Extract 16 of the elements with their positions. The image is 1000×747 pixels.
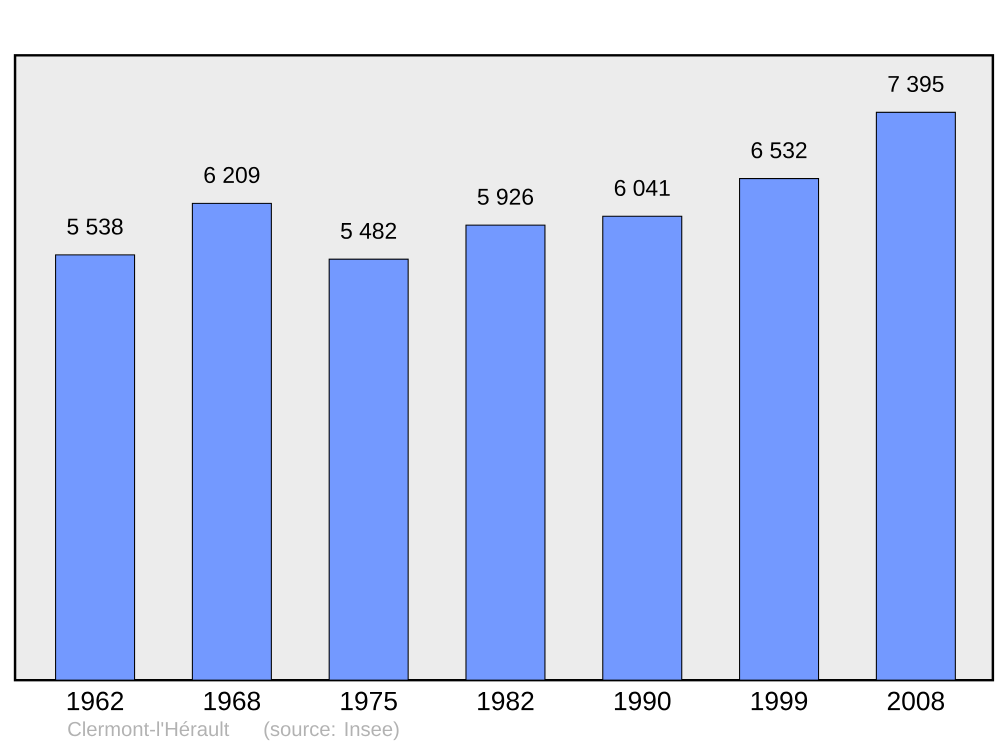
x-tick-label: 1999 [752,692,808,710]
x-tick-label: 2008 [888,692,944,710]
text: (source: Insee) [264,721,399,740]
data-label: 5 482 [341,222,396,239]
data-label: 5 538 [67,218,123,235]
data-label: 5 926 [478,188,534,205]
data-label: 6 209 [204,166,260,184]
text: Clermont-l'Hérault [68,721,230,736]
x-tick-label: 1962 [68,692,124,710]
data-label: 6 041 [614,180,670,196]
x-tick-label: 1982 [478,692,534,710]
x-tick-label: 1975 [341,692,397,710]
x-tick-label: 1990 [614,692,671,710]
data-label: 7 395 [888,76,944,92]
data-label: 6 532 [752,142,806,158]
x-tick-label: 1968 [204,692,260,710]
